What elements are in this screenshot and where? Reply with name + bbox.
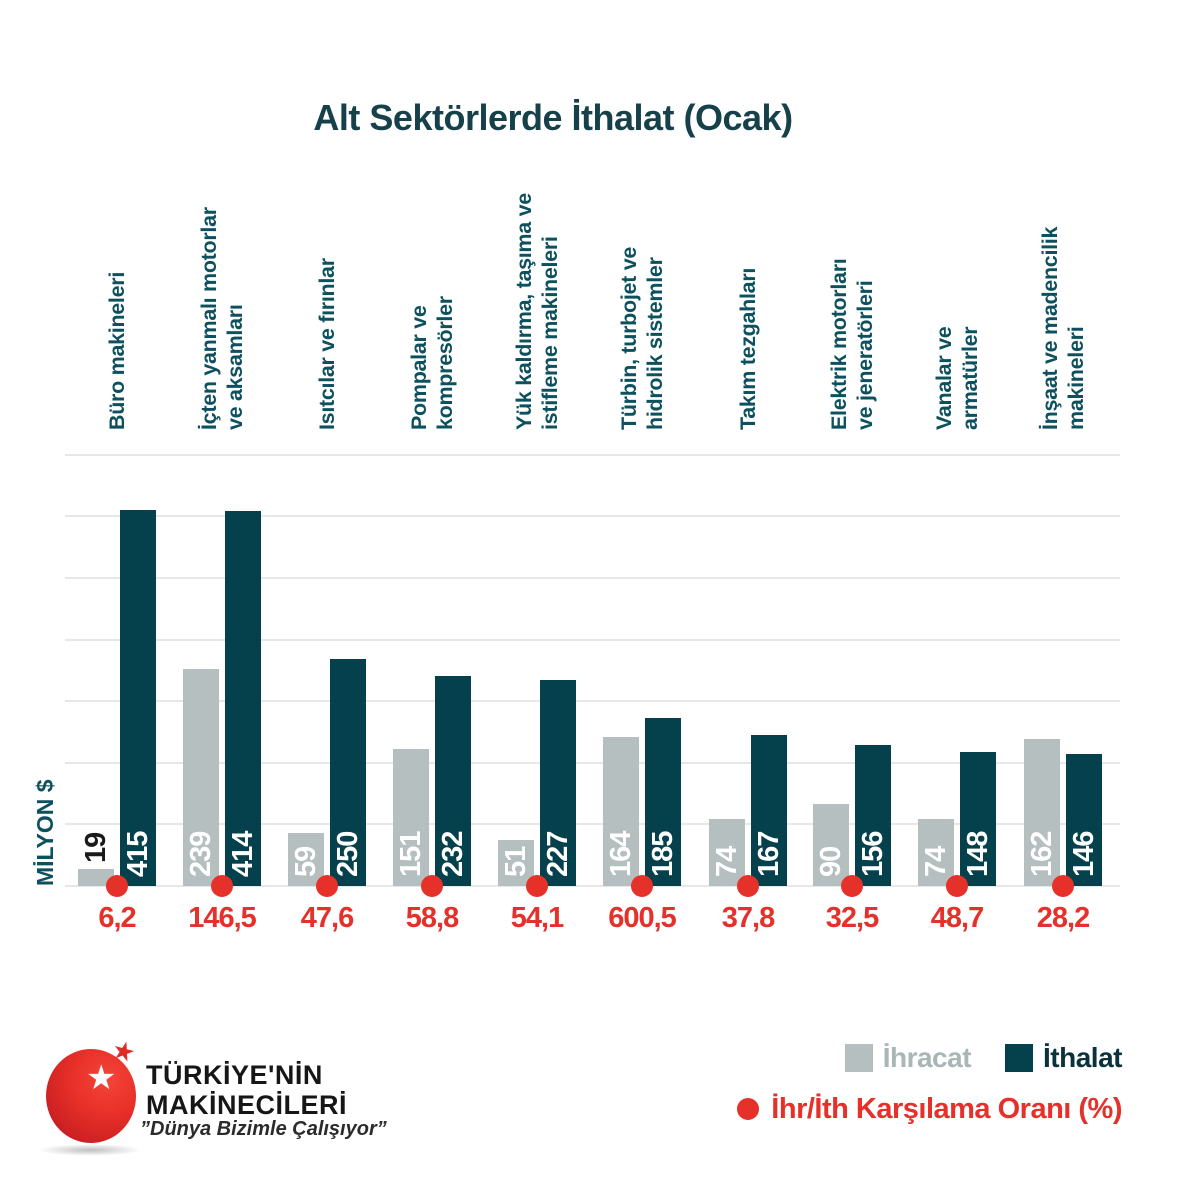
export-value-label: 164 <box>605 831 637 877</box>
export-value-label: 151 <box>395 831 427 877</box>
logo-shadow <box>38 1144 142 1156</box>
export-value-label: 239 <box>185 831 217 877</box>
ratio-value: 37,8 <box>721 902 775 934</box>
export-value-label: 74 <box>920 846 952 877</box>
import-bar <box>960 752 996 886</box>
chart-title: Alt Sektörlerde İthalat (Ocak) <box>313 97 793 138</box>
import-value-label: 156 <box>857 831 889 877</box>
export-value-label: 51 <box>500 846 532 877</box>
ratio-value: 47,6 <box>300 902 354 934</box>
ratio-dot <box>1052 875 1074 897</box>
legend-ithalat-swatch <box>1005 1044 1034 1072</box>
ratio-value: 28,2 <box>1036 902 1090 934</box>
ratio-value: 146,5 <box>188 902 257 934</box>
import-value-label: 148 <box>962 831 994 877</box>
legend-ihracat-swatch <box>844 1044 873 1072</box>
ratio-dot <box>211 875 233 897</box>
ratio-dot <box>526 875 548 897</box>
import-value-label: 232 <box>437 831 469 877</box>
gridline <box>65 453 1120 456</box>
brand-tagline: ”Dünya Bizimle Çalışıyor” <box>140 1118 387 1140</box>
import-bar <box>855 745 891 886</box>
brand-name-line2: MAKİNECİLERİ <box>146 1090 347 1120</box>
star-icon: ★ <box>86 1059 117 1097</box>
export-value-label: 162 <box>1026 831 1058 877</box>
category-label: Isıtcılar ve fırınlar <box>315 258 339 430</box>
gridline <box>65 515 1120 518</box>
category-label: Pompalar ve kompresörler <box>407 296 457 430</box>
ratio-value: 6,2 <box>98 902 136 934</box>
export-value-label: 19 <box>80 832 112 863</box>
ratio-value: 32,5 <box>825 902 879 934</box>
category-label: Yük kaldırma, taşıma ve istifleme makine… <box>512 193 562 430</box>
ratio-dot <box>421 875 443 897</box>
ratio-dot-icon <box>737 1098 760 1120</box>
gridline <box>65 700 1120 703</box>
logo-circle-icon <box>46 1049 136 1143</box>
brand-name-line1: TÜRKİYE'NİN <box>146 1060 323 1090</box>
export-value-label: 59 <box>290 846 322 877</box>
export-bar <box>393 749 429 886</box>
export-value-label: 90 <box>815 846 847 877</box>
export-bar <box>288 833 324 886</box>
ratio-dot <box>841 875 863 897</box>
legend-series: İhracat İthalat <box>844 1042 1122 1073</box>
export-bar <box>813 804 849 886</box>
gridline <box>65 638 1120 641</box>
ratio-value: 48,7 <box>930 902 984 934</box>
export-bar <box>78 869 114 886</box>
category-label: İnşaat ve madencilik makineleri <box>1038 226 1088 430</box>
legend-ratio-label: İhr/İth Karşılama Oranı (%) <box>771 1093 1122 1125</box>
category-label: Takım tezgahları <box>736 267 760 430</box>
import-value-label: 167 <box>753 831 785 877</box>
ratio-dot <box>106 875 128 897</box>
gridline <box>65 761 1120 764</box>
import-value-label: 185 <box>647 831 679 877</box>
ratio-value: 58,8 <box>405 902 459 934</box>
gridline <box>65 577 1120 579</box>
export-bar <box>918 819 954 886</box>
import-value-label: 415 <box>122 831 154 877</box>
import-bar <box>120 510 156 886</box>
category-label: Büro makineleri <box>105 272 129 430</box>
category-label: Vanalar ve armatürler <box>932 326 982 430</box>
import-bar <box>751 735 787 886</box>
export-bar <box>183 669 219 886</box>
import-bar <box>330 659 366 886</box>
ratio-dot <box>631 875 653 897</box>
import-bar <box>1066 754 1102 886</box>
import-bar <box>435 676 471 886</box>
gridline <box>65 885 1120 887</box>
import-bar <box>645 718 681 886</box>
import-value-label: 414 <box>227 831 259 877</box>
legend-ihracat-label: İhracat <box>882 1042 972 1073</box>
import-bar <box>540 680 576 886</box>
ratio-dot <box>737 875 759 897</box>
import-bar <box>225 511 261 886</box>
legend-ratio: İhr/İth Karşılama Oranı (%) <box>737 1094 1122 1124</box>
category-label: Türbin, turbojet ve hidrolik sistemler <box>617 246 667 430</box>
legend-ithalat-label: İthalat <box>1043 1042 1122 1073</box>
category-label: Elektrik motorları ve jeneratörleri <box>827 258 877 430</box>
import-value-label: 250 <box>332 831 364 877</box>
export-bar <box>1024 739 1060 886</box>
ratio-dot <box>946 875 968 897</box>
ratio-value: 54,1 <box>510 902 564 934</box>
ratio-value: 600,5 <box>608 902 677 934</box>
y-axis-label: MİLYON $ <box>32 779 58 886</box>
export-value-label: 74 <box>711 846 743 877</box>
export-bar <box>709 819 745 886</box>
export-bar <box>603 737 639 886</box>
ratio-dot <box>316 875 338 897</box>
category-label: İçten yanmalı motorlar ve aksamları <box>197 207 247 430</box>
import-value-label: 227 <box>542 831 574 877</box>
import-value-label: 146 <box>1068 831 1100 877</box>
gridline <box>65 823 1120 826</box>
